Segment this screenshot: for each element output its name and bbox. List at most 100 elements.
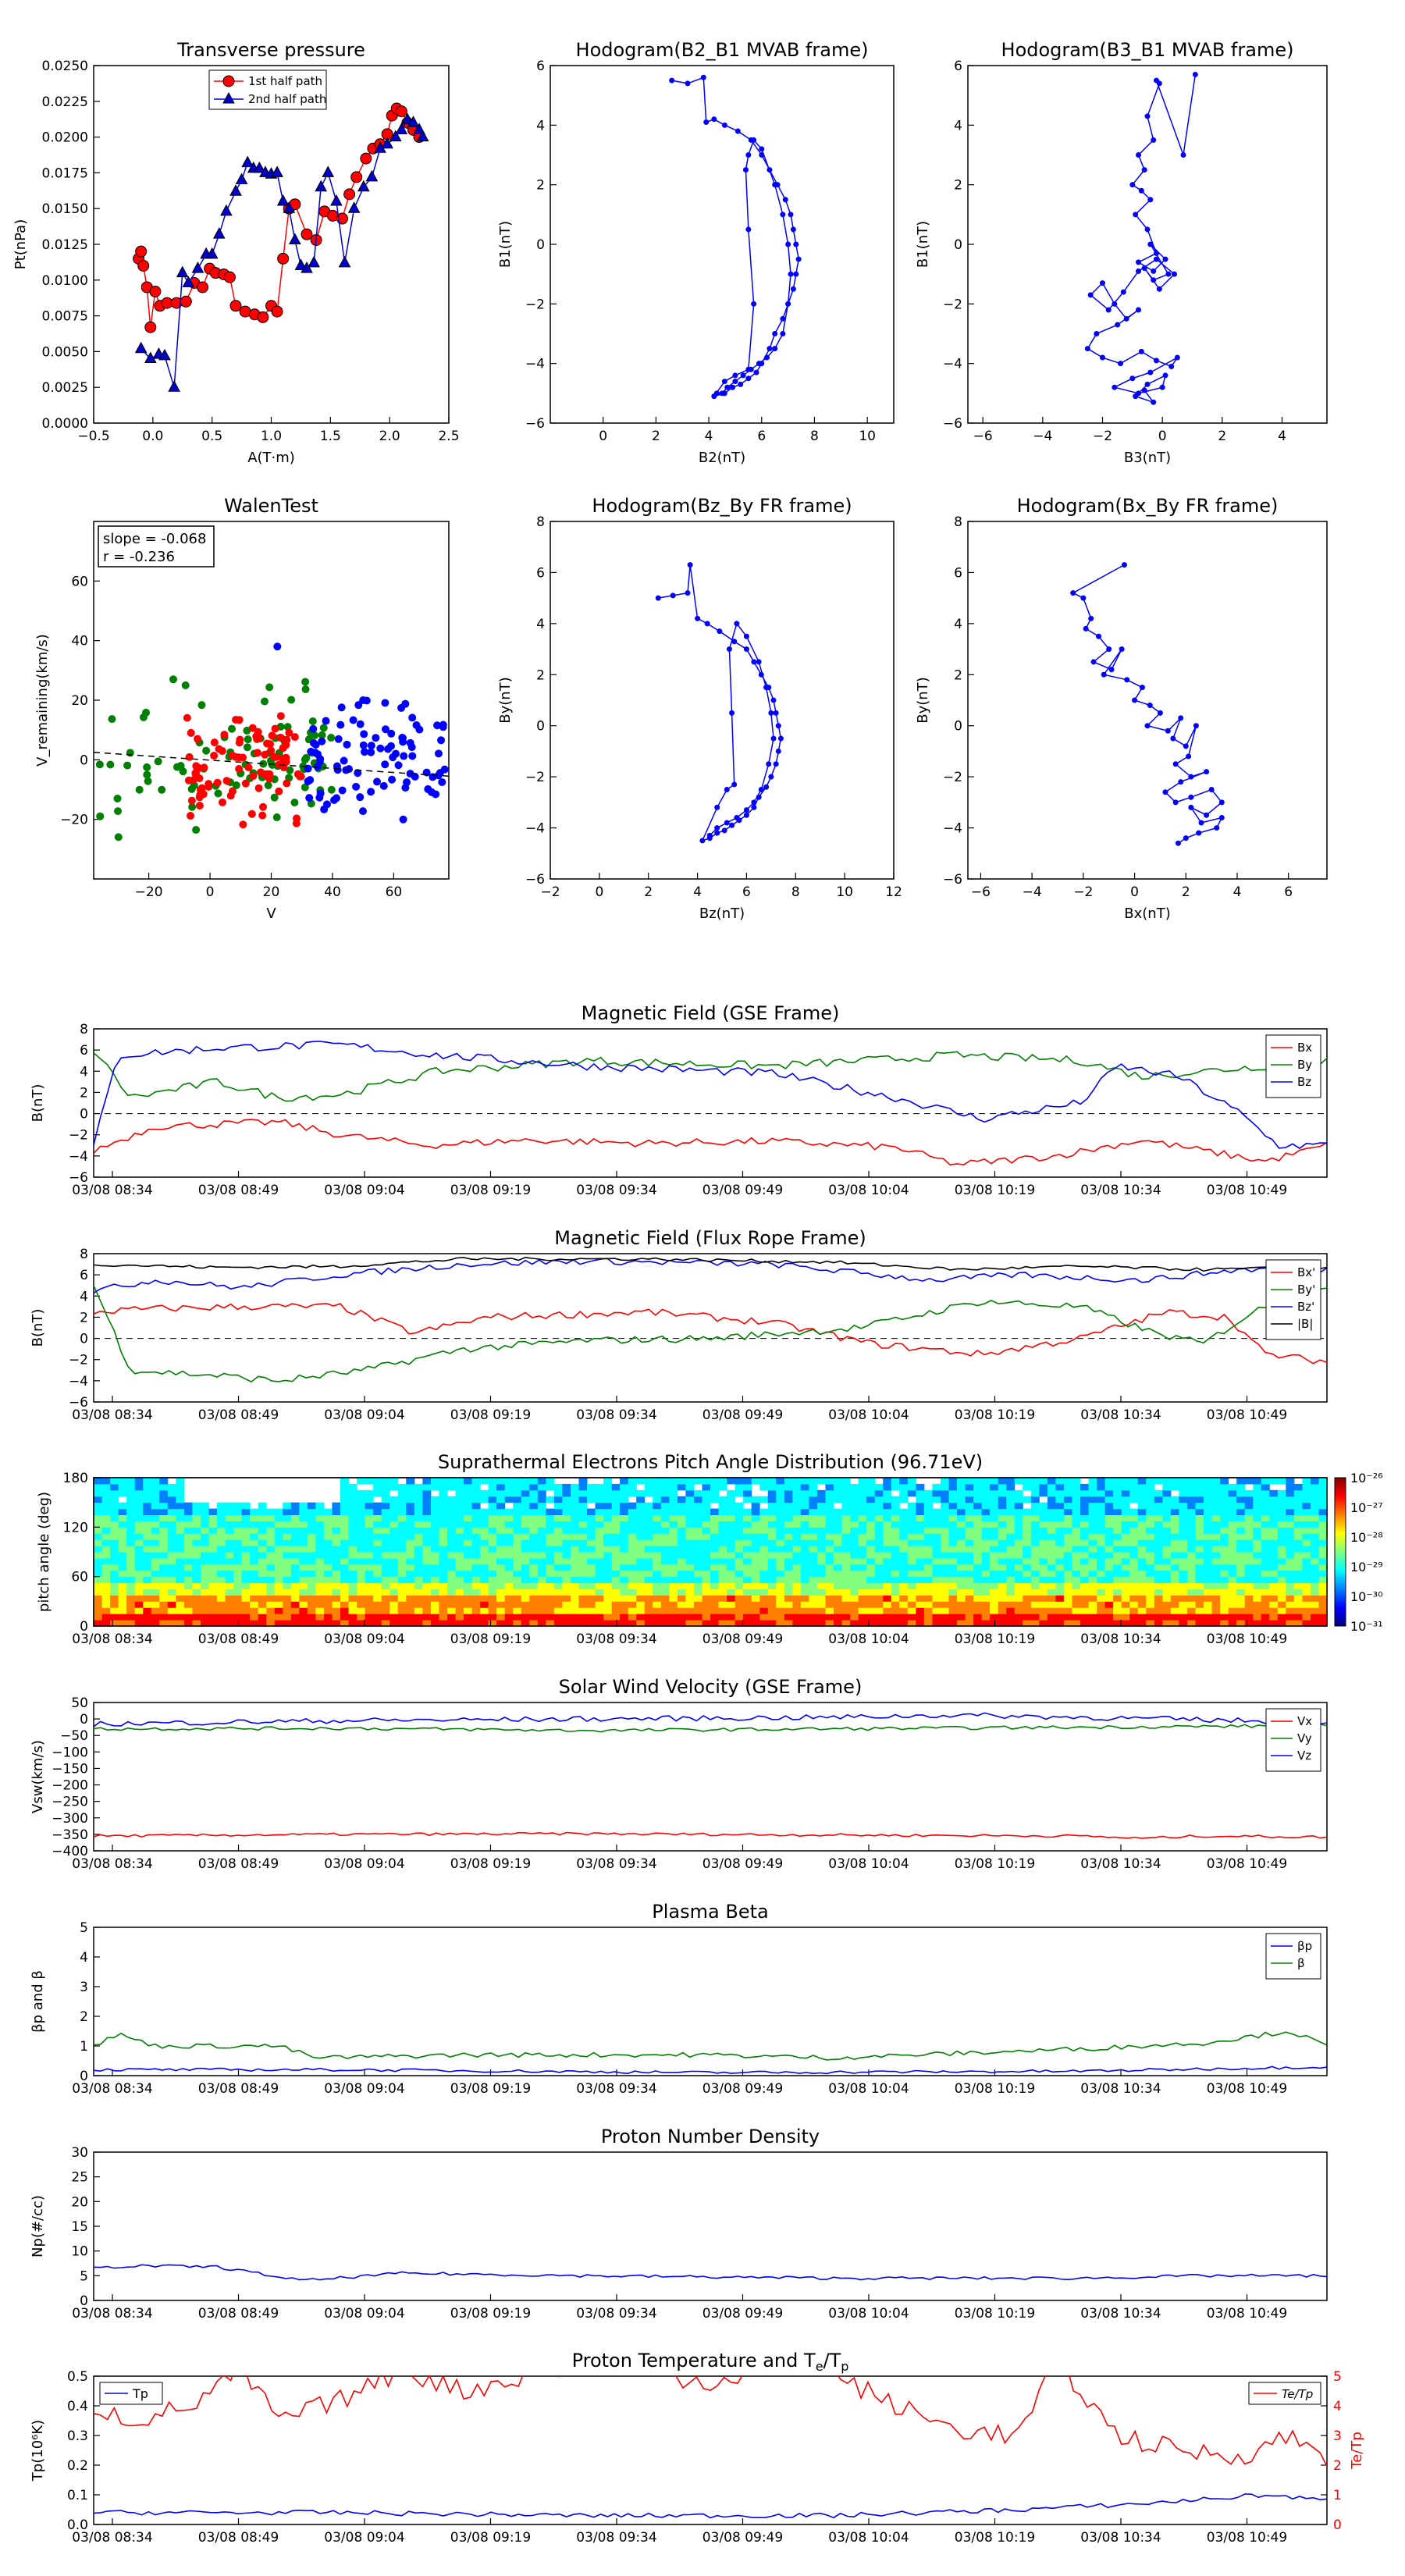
heatmap-cell (546, 1557, 555, 1565)
heatmap-cell (1072, 1564, 1081, 1571)
data-point (180, 295, 192, 308)
heatmap-cell (907, 1478, 916, 1485)
heatmap-cell (446, 1576, 456, 1584)
heatmap-cell (1121, 1557, 1130, 1565)
time-tick-label: 03/08 10:19 (955, 1856, 1035, 1872)
heatmap-cell (1154, 1546, 1163, 1553)
y-tick-label: −20 (60, 813, 88, 828)
heatmap-cell (998, 1620, 1007, 1627)
heatmap-cell (932, 1539, 941, 1546)
heatmap-cell (192, 1521, 201, 1528)
heatmap-cell (225, 1552, 234, 1559)
heatmap-cell (595, 1502, 604, 1510)
heatmap-cell (406, 1514, 415, 1521)
data-point (768, 774, 774, 780)
heatmap-cell (965, 1564, 974, 1571)
heatmap-cell (290, 1570, 300, 1578)
heatmap-cell (340, 1514, 350, 1521)
heatmap-cell (513, 1533, 522, 1540)
heatmap-cell (529, 1533, 539, 1540)
heatmap-cell (1186, 1601, 1196, 1608)
heatmap-cell (727, 1502, 736, 1510)
heatmap-cell (800, 1546, 809, 1553)
heatmap-cell (628, 1595, 637, 1602)
heatmap-cell (718, 1521, 727, 1528)
data-point (244, 735, 252, 744)
data-point (360, 730, 368, 738)
heatmap-cell (430, 1570, 439, 1578)
y-tick-label: −2 (943, 297, 962, 312)
heatmap-cell (669, 1564, 678, 1571)
heatmap-cell (1039, 1527, 1048, 1534)
heatmap-cell (891, 1502, 900, 1510)
data-point (276, 733, 285, 742)
heatmap-cell (858, 1552, 867, 1559)
heatmap-cell (743, 1620, 752, 1627)
heatmap-cell (751, 1564, 760, 1571)
heatmap-cell (636, 1589, 646, 1596)
heatmap-cell (677, 1607, 686, 1614)
data-point (793, 271, 799, 277)
heatmap-cell (241, 1564, 251, 1571)
heatmap-cell (825, 1483, 834, 1491)
data-point (269, 753, 278, 761)
heatmap-cell (406, 1489, 415, 1497)
heatmap-cell (735, 1576, 744, 1584)
heatmap-cell (916, 1489, 925, 1497)
heatmap-cell (348, 1502, 357, 1510)
heatmap-cell (381, 1589, 390, 1596)
heatmap-cell (628, 1533, 637, 1540)
heatmap-cell (553, 1607, 563, 1614)
data-point (1138, 187, 1144, 194)
heatmap-cell (1023, 1533, 1032, 1540)
heatmap-cell (957, 1508, 966, 1515)
heatmap-cell (208, 1527, 218, 1534)
heatmap-cell (767, 1478, 777, 1485)
heatmap-cell (718, 1539, 727, 1546)
heatmap-cell (710, 1570, 720, 1578)
heatmap-cell (957, 1478, 966, 1485)
heatmap-cell (858, 1502, 867, 1510)
heatmap-cell (883, 1564, 892, 1571)
x-tick-label: 10 (859, 429, 876, 444)
heatmap-cell (422, 1614, 432, 1621)
heatmap-cell (800, 1620, 809, 1627)
heatmap-cell (644, 1489, 653, 1497)
heatmap-cell (570, 1521, 579, 1528)
data-point (400, 752, 408, 760)
heatmap-cell (940, 1521, 949, 1528)
heatmap-cell (1097, 1496, 1106, 1503)
heatmap-cell (357, 1546, 366, 1553)
heatmap-cell (430, 1607, 439, 1614)
heatmap-cell (381, 1496, 390, 1503)
heatmap-cell (816, 1552, 826, 1559)
heatmap-cell (134, 1489, 144, 1497)
y2-tick-label: 1 (1333, 2488, 1342, 2503)
data-point (790, 286, 796, 292)
heatmap-cell (422, 1607, 432, 1614)
heatmap-cell (825, 1589, 834, 1596)
data-point (780, 315, 786, 322)
heatmap-cell (1220, 1546, 1229, 1553)
heatmap-cell (751, 1502, 760, 1510)
data-point (154, 757, 162, 766)
data-point (197, 701, 206, 710)
heatmap-cell (883, 1508, 892, 1515)
heatmap-cell (1129, 1576, 1139, 1584)
data-point (381, 137, 393, 149)
heatmap-cell (118, 1483, 127, 1491)
heatmap-cell (217, 1557, 226, 1565)
heatmap-cell (611, 1521, 621, 1528)
data-point (732, 372, 738, 379)
heatmap-cell (578, 1483, 588, 1491)
data-point (359, 696, 368, 704)
heatmap-cell (1154, 1552, 1163, 1559)
heatmap-cell (94, 1589, 103, 1596)
heatmap-cell (940, 1527, 949, 1534)
heatmap-cell (1006, 1582, 1016, 1589)
time-tick-label: 03/08 10:19 (955, 1183, 1035, 1198)
heatmap-cell (340, 1595, 350, 1602)
heatmap-cell (200, 1527, 209, 1534)
heatmap-cell (1063, 1546, 1072, 1553)
